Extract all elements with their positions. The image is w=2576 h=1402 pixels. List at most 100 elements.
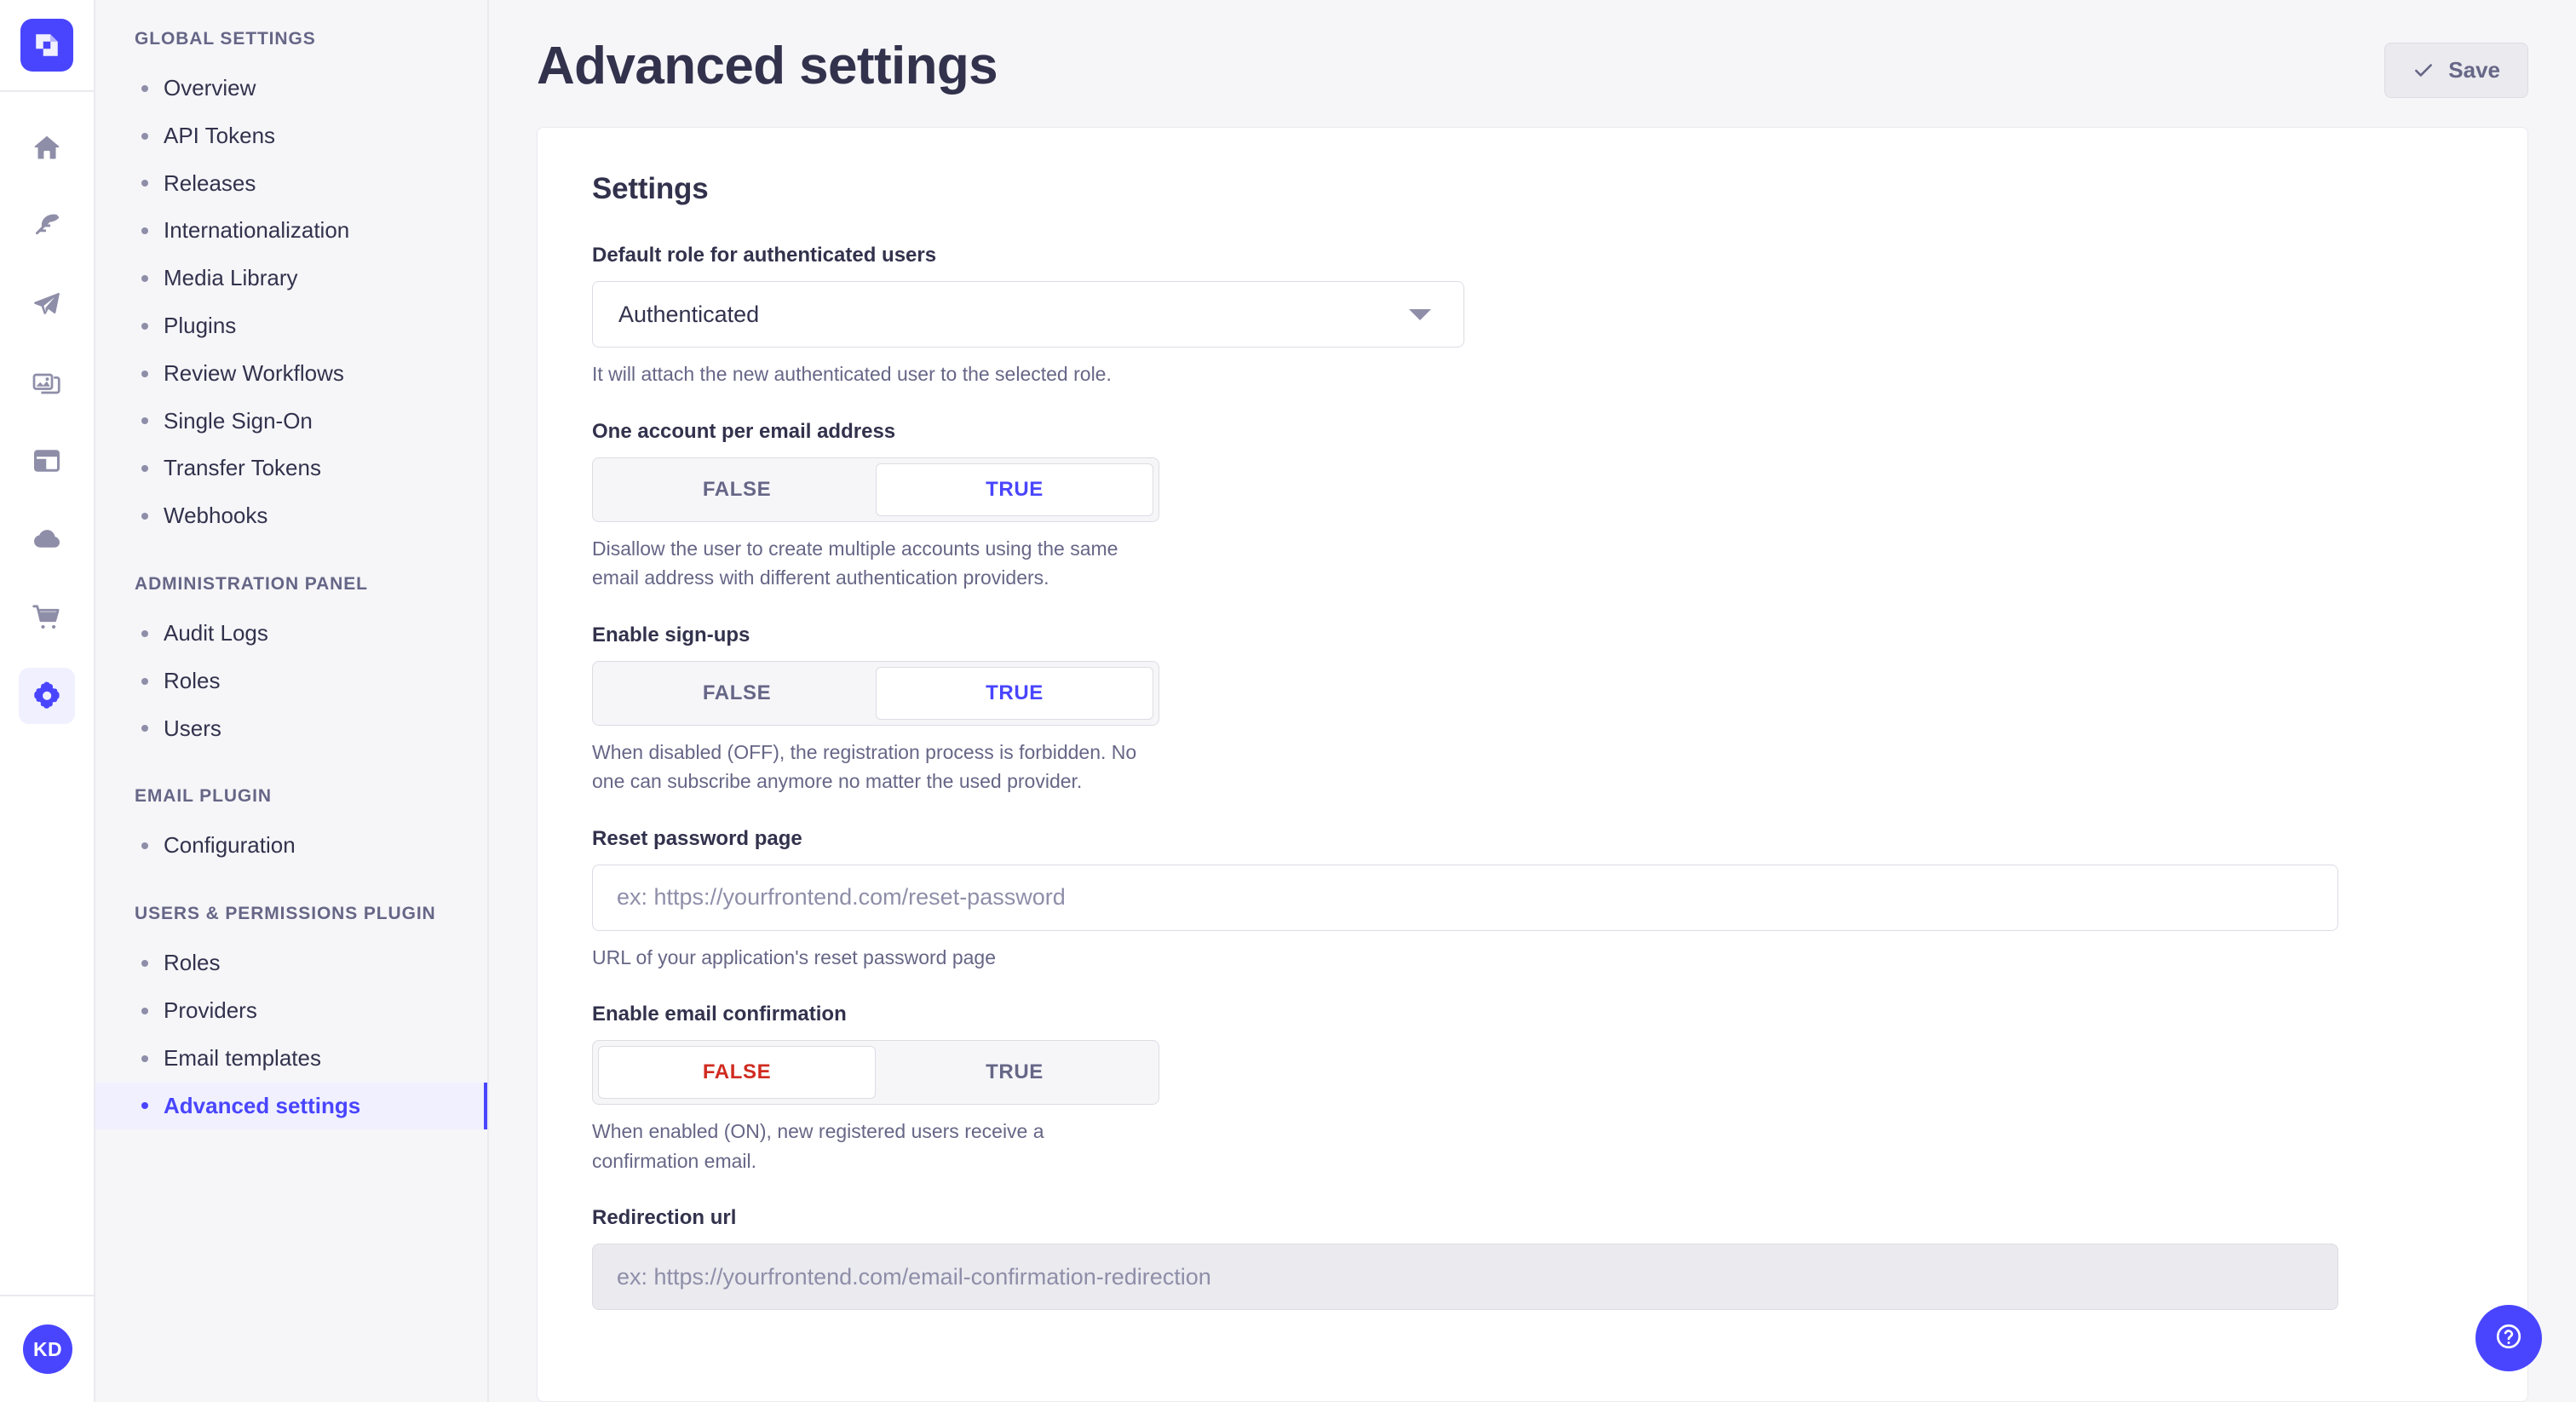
bullet-icon <box>141 1054 148 1062</box>
layout-icon[interactable] <box>19 433 75 489</box>
sidebar-item-internationalization[interactable]: Internationalization <box>95 207 487 255</box>
bullet-icon <box>141 513 148 520</box>
toggle-option-true[interactable]: TRUE <box>986 1060 1044 1083</box>
field-label: Reset password page <box>592 826 802 850</box>
bullet-icon <box>141 84 148 92</box>
sidebar-item-email-configuration[interactable]: Configuration <box>95 822 487 870</box>
bullet-icon <box>141 322 148 330</box>
paper-plane-icon[interactable] <box>19 276 75 332</box>
sidebar-item-label: Configuration <box>164 832 296 859</box>
rail-divider <box>0 90 95 92</box>
check-icon <box>2412 60 2435 82</box>
bullet-icon <box>141 227 148 235</box>
sidebar-item-email-templates[interactable]: Email templates <box>95 1035 487 1083</box>
nav-group-email-plugin: EMAIL PLUGIN Configuration <box>95 756 487 870</box>
sidebar-item-releases[interactable]: Releases <box>95 160 487 208</box>
nav-group-title: ADMINISTRATION PANEL <box>135 573 368 594</box>
feather-icon[interactable] <box>19 198 75 254</box>
toggle-option-false[interactable]: FALSE <box>702 681 772 704</box>
bullet-icon <box>141 465 148 473</box>
field-one-account-per-email: One account per email address FALSE TRUE… <box>592 420 2473 593</box>
field-hint: Disallow the user to create multiple acc… <box>592 537 1118 589</box>
cloud-icon[interactable] <box>19 511 75 567</box>
sidebar-item-label: Internationalization <box>164 217 350 244</box>
field-label: Enable email confirmation <box>592 1003 847 1026</box>
field-label: One account per email address <box>592 419 896 443</box>
sidebar-item-media-library[interactable]: Media Library <box>95 255 487 302</box>
toggle-option-true[interactable]: TRUE <box>876 463 1153 516</box>
sidebar-item-label: Email templates <box>164 1044 321 1071</box>
one-account-per-email-toggle[interactable]: FALSE TRUE <box>592 457 1159 522</box>
nav-group-global-settings: GLOBAL SETTINGS Overview API Tokens Rele… <box>95 24 487 540</box>
sidebar-item-admin-users[interactable]: Users <box>95 705 487 753</box>
sidebar-item-label: Review Workflows <box>164 359 344 386</box>
shopping-cart-icon[interactable] <box>19 589 75 646</box>
sidebar-item-admin-roles[interactable]: Roles <box>95 658 487 705</box>
sidebar-item-transfer-tokens[interactable]: Transfer Tokens <box>95 445 487 492</box>
sidebar-item-label: Plugins <box>164 312 237 338</box>
bullet-icon <box>141 677 148 685</box>
sidebar-item-webhooks[interactable]: Webhooks <box>95 492 487 540</box>
nav-group-title: EMAIL PLUGIN <box>135 786 272 807</box>
bullet-icon <box>141 1007 148 1014</box>
sidebar-item-label: Overview <box>164 75 256 101</box>
bullet-icon <box>141 417 148 425</box>
enable-email-confirmation-toggle[interactable]: FALSE TRUE <box>592 1040 1159 1105</box>
redirection-url-input[interactable] <box>592 1244 2338 1310</box>
toggle-option-false[interactable]: FALSE <box>598 1046 876 1099</box>
sidebar-item-audit-logs[interactable]: Audit Logs <box>95 610 487 658</box>
nav-group-users-permissions-plugin: USERS & PERMISSIONS PLUGIN Roles Provide… <box>95 873 487 1130</box>
field-hint: When enabled (ON), new registered users … <box>592 1120 1044 1172</box>
field-label: Default role for authenticated users <box>592 244 937 267</box>
field-label: Enable sign-ups <box>592 623 750 646</box>
default-role-select[interactable]: Authenticated <box>592 281 1464 348</box>
sidebar-item-label: Roles <box>164 667 221 693</box>
save-button[interactable]: Save <box>2384 43 2528 98</box>
field-hint: It will attach the new authenticated use… <box>592 363 1112 385</box>
media-images-icon[interactable] <box>19 354 75 411</box>
sidebar-item-advanced-settings[interactable]: Advanced settings <box>95 1082 487 1130</box>
main-content: Advanced settings Save Settings Default … <box>489 0 2576 1402</box>
sidebar-item-api-tokens[interactable]: API Tokens <box>95 112 487 160</box>
field-label: Redirection url <box>592 1206 737 1229</box>
sidebar-item-plugins[interactable]: Plugins <box>95 302 487 350</box>
field-default-role: Default role for authenticated users Aut… <box>592 244 2473 389</box>
bullet-icon <box>141 370 148 377</box>
home-icon[interactable] <box>19 119 75 175</box>
sidebar-item-up-roles[interactable]: Roles <box>95 939 487 987</box>
sidebar-item-label: Single Sign-On <box>164 407 313 434</box>
field-hint: URL of your application's reset password… <box>592 945 997 968</box>
sidebar-item-label: Providers <box>164 997 257 1023</box>
gear-icon[interactable] <box>19 668 75 724</box>
rail-icon-list <box>19 119 75 724</box>
save-button-label: Save <box>2448 57 2500 83</box>
sidebar-item-providers[interactable]: Providers <box>95 987 487 1035</box>
field-reset-password-page: Reset password page URL of your applicat… <box>592 827 2473 973</box>
avatar[interactable]: KD <box>23 1324 72 1374</box>
field-redirection-url: Redirection url <box>592 1206 2473 1310</box>
default-role-selected-value: Authenticated <box>618 301 760 327</box>
sidebar-item-label: Webhooks <box>164 503 268 529</box>
sidebar-item-review-workflows[interactable]: Review Workflows <box>95 350 487 398</box>
sidebar-item-label: API Tokens <box>164 122 276 148</box>
sidebar-item-overview[interactable]: Overview <box>95 65 487 112</box>
sidebar-item-single-sign-on[interactable]: Single Sign-On <box>95 398 487 445</box>
help-button[interactable] <box>2475 1305 2542 1371</box>
bullet-icon <box>141 842 148 850</box>
field-hint: When disabled (OFF), the registration pr… <box>592 740 1137 793</box>
sidebar-item-label: Audit Logs <box>164 619 268 646</box>
settings-sidebar[interactable]: GLOBAL SETTINGS Overview API Tokens Rele… <box>95 0 489 1402</box>
toggle-option-false[interactable]: FALSE <box>702 477 772 501</box>
reset-password-page-input[interactable] <box>592 864 2338 931</box>
page-title: Advanced settings <box>537 37 998 95</box>
chevron-down-icon <box>1409 308 1431 320</box>
nav-group-title: GLOBAL SETTINGS <box>135 29 316 49</box>
toggle-option-true[interactable]: TRUE <box>876 666 1153 720</box>
enable-signups-toggle[interactable]: FALSE TRUE <box>592 660 1159 726</box>
strapi-logo-icon[interactable] <box>20 19 73 72</box>
bullet-icon <box>141 1102 148 1110</box>
nav-group-title: USERS & PERMISSIONS PLUGIN <box>135 904 436 924</box>
field-enable-email-confirmation: Enable email confirmation FALSE TRUE Whe… <box>592 1003 2473 1175</box>
card-title: Settings <box>592 172 709 205</box>
